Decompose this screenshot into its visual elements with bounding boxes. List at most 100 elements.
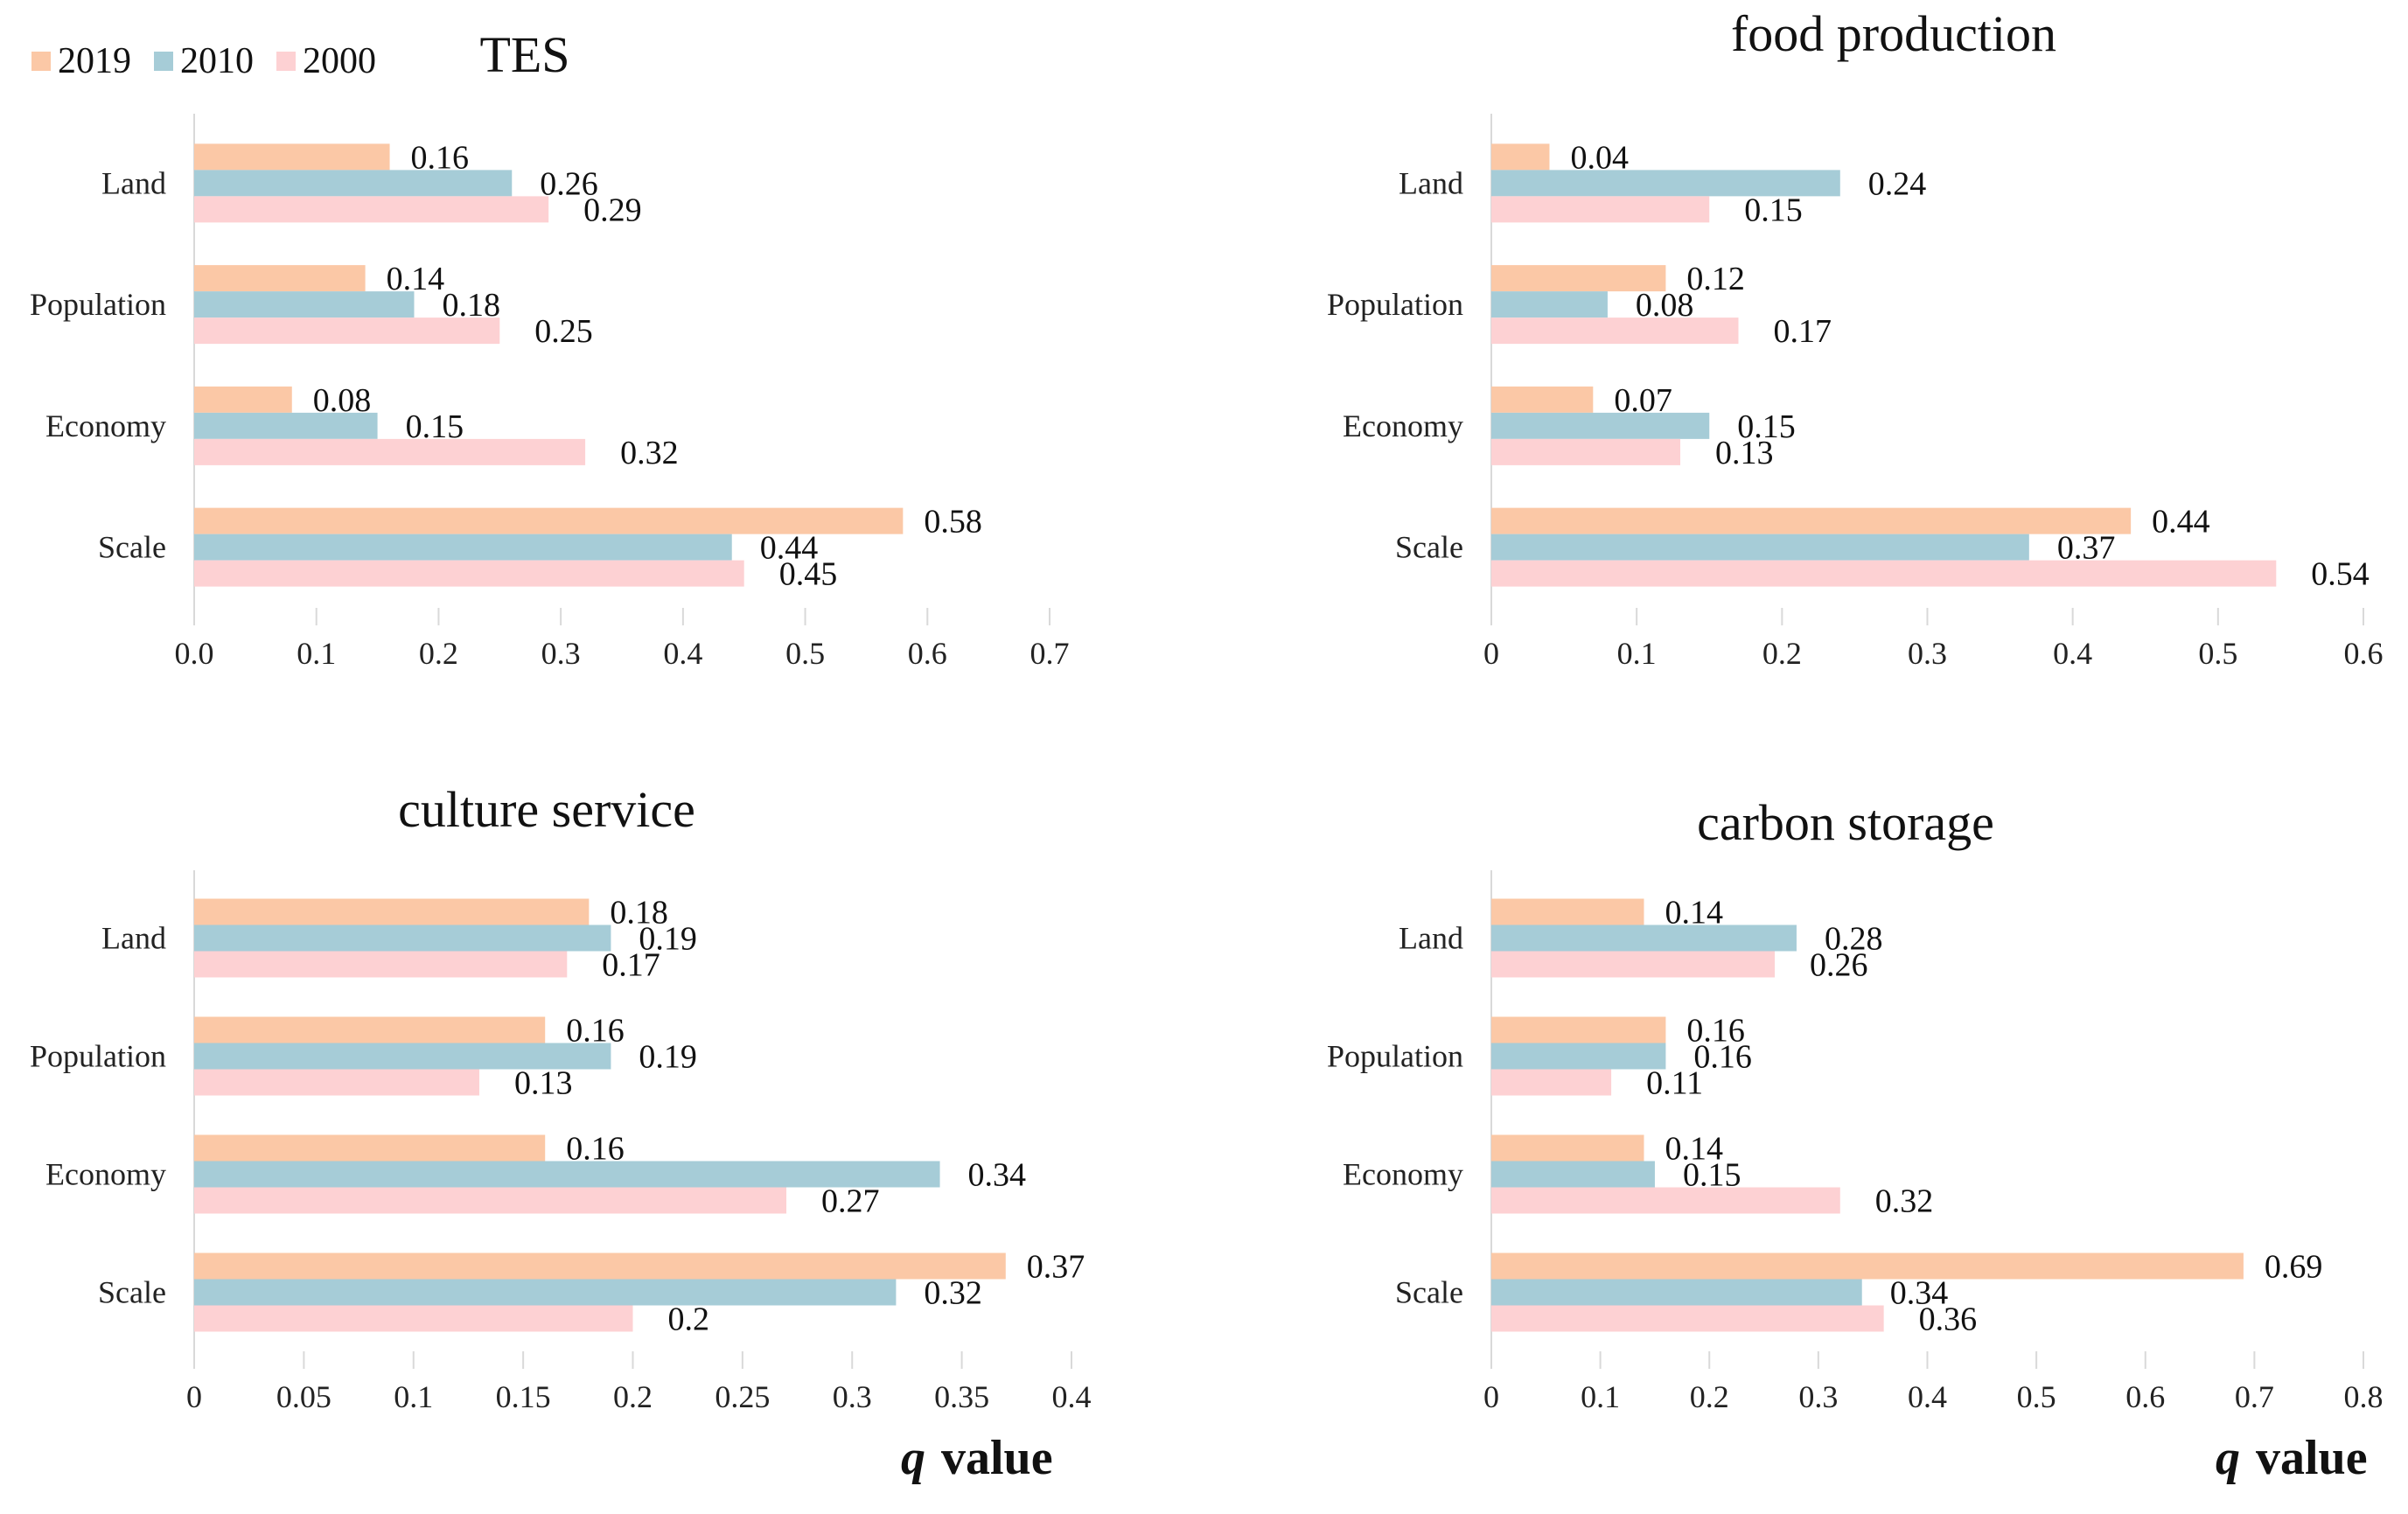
bar-2000	[1491, 1187, 1840, 1214]
bar-2010	[194, 924, 611, 952]
x-tick-label: 0.05	[276, 1379, 332, 1414]
legend-item-2019: 2019	[31, 40, 131, 82]
data-label: 0.17	[602, 947, 660, 984]
data-label: 0.17	[1773, 313, 1832, 350]
x-tick-label: 0.2	[1690, 1379, 1729, 1414]
legend-swatch-2019	[31, 52, 51, 71]
x-tick-label: 0.4	[2053, 636, 2092, 671]
x-tick-label: 0.2	[419, 636, 458, 671]
x-tick-label: 0.35	[934, 1379, 989, 1414]
data-label: 0.37	[1027, 1249, 1085, 1286]
data-label: 0.12	[1686, 261, 1745, 297]
bar-2010	[194, 1161, 940, 1188]
x-tick-label: 0.5	[785, 636, 825, 671]
category-label: Land	[1399, 165, 1463, 200]
data-label: 0.32	[620, 435, 679, 471]
category-label: Land	[101, 921, 166, 956]
legend-swatch-2000	[276, 52, 296, 71]
bar-2010	[1491, 534, 2029, 561]
category-label: Economy	[1343, 408, 1463, 443]
x-tick-label: 0.3	[1798, 1379, 1838, 1414]
x-tick-label: 0.6	[2344, 636, 2384, 671]
bar-2010	[1491, 170, 1840, 197]
x-tick-label: 0.4	[663, 636, 702, 671]
bar-2000	[194, 1305, 633, 1332]
bar-2010	[194, 170, 513, 197]
bar-2010	[1491, 924, 1797, 952]
data-label: 0.44	[2152, 504, 2210, 541]
bar-2019	[1491, 507, 2132, 534]
bar-2019	[1491, 1252, 2244, 1280]
data-label: 0.58	[924, 504, 982, 541]
data-label: 0.36	[1919, 1301, 1978, 1338]
x-tick-label: 0.3	[833, 1379, 872, 1414]
data-label: 0.69	[2265, 1249, 2323, 1286]
data-label: 0.34	[968, 1157, 1027, 1194]
q-value-label-carbon: q value	[2216, 1431, 2368, 1485]
bar-2019	[194, 898, 590, 925]
data-label: 0.32	[924, 1275, 982, 1312]
chart-title: TES	[479, 26, 569, 83]
category-label: Land	[1399, 921, 1463, 956]
bar-2019	[1491, 1134, 1644, 1162]
bar-2019	[1491, 386, 1594, 413]
data-label: 0.13	[514, 1065, 573, 1102]
category-label: Economy	[45, 1157, 166, 1192]
data-label: 0.45	[779, 556, 838, 593]
category-label: Population	[1327, 1039, 1463, 1074]
data-label: 0.14	[1665, 1131, 1723, 1168]
legend-item-2000: 2000	[276, 40, 376, 82]
x-tick-label: 0.6	[908, 636, 947, 671]
bar-2019	[194, 386, 292, 413]
bar-2000	[1491, 1305, 1884, 1332]
data-label: 0.27	[821, 1183, 880, 1220]
bar-2010	[1491, 412, 1710, 439]
category-label: Land	[101, 165, 166, 200]
bar-2000	[194, 1187, 787, 1214]
bar-2000	[1491, 951, 1776, 978]
x-tick-label: 0.1	[1617, 636, 1657, 671]
bar-2000	[1491, 317, 1739, 345]
x-tick-label: 0.4	[1052, 1379, 1092, 1414]
bar-2010	[1491, 1043, 1666, 1070]
x-tick-label: 0.8	[2344, 1379, 2384, 1414]
category-label: Population	[30, 287, 166, 322]
data-label: 0.13	[1715, 435, 1774, 471]
category-label: Economy	[45, 408, 166, 443]
bar-2019	[194, 1016, 546, 1043]
category-label: Scale	[98, 1275, 166, 1310]
bar-2000	[1491, 560, 2277, 587]
data-label: 0.15	[1737, 408, 1796, 445]
bar-2000	[194, 317, 500, 345]
q-value-label-culture: q value	[901, 1431, 1053, 1485]
chart-title: carbon storage	[1697, 794, 1994, 851]
bar-2000	[194, 560, 744, 587]
x-tick-label: 0.7	[1030, 636, 1070, 671]
bar-2010	[194, 534, 732, 561]
data-label: 0.54	[2311, 556, 2370, 593]
x-tick-label: 0.0	[175, 636, 214, 671]
category-label: Scale	[1395, 530, 1463, 565]
x-tick-label: 0.4	[1908, 1379, 1947, 1414]
bar-2000	[194, 951, 568, 978]
data-label: 0.26	[540, 165, 598, 202]
x-tick-label: 0.15	[496, 1379, 551, 1414]
legend-item-2010: 2010	[154, 40, 254, 82]
bar-2019	[194, 1134, 546, 1162]
bar-2019	[194, 1252, 1006, 1280]
x-tick-label: 0.2	[1762, 636, 1802, 671]
x-tick-label: 0.3	[541, 636, 581, 671]
category-label: Population	[1327, 287, 1463, 322]
bar-2010	[1491, 291, 1608, 318]
bar-2010	[194, 412, 378, 439]
bar-2019	[1491, 265, 1666, 292]
legend-label-2019: 2019	[58, 41, 131, 81]
x-tick-label: 0.7	[2235, 1379, 2274, 1414]
bar-2000	[1491, 438, 1681, 465]
bar-2010	[194, 1279, 897, 1306]
legend-swatch-2010	[154, 52, 173, 71]
bar-2019	[194, 507, 904, 534]
x-tick-label: 0.5	[2017, 1379, 2056, 1414]
bar-2000	[194, 196, 549, 223]
category-label: Economy	[1343, 1157, 1463, 1192]
